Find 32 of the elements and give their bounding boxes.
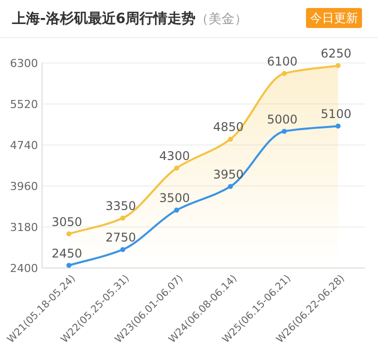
point [174,208,180,213]
data-label: 3500 [159,191,190,206]
point [336,124,341,129]
data-label: 3950 [213,168,244,182]
point [66,231,72,236]
point [282,71,287,76]
point [120,216,126,221]
point [228,136,233,142]
chart-subtitle: （美金） [196,11,248,27]
data-label: 2450 [52,246,82,260]
y-tick-label: 4740 [10,139,38,152]
point [336,63,341,68]
data-label: 5000 [266,112,298,126]
point [174,166,180,171]
y-tick-label: 3180 [10,221,38,234]
data-label: 3350 [105,199,136,214]
data-label: 6100 [266,54,298,69]
data-label: 3050 [52,214,82,229]
y-tick-label: 2400 [10,262,38,275]
text: 今日更新 [310,11,358,25]
data-label: 6250 [320,46,352,61]
y-tick-label: 6300 [10,57,38,70]
y-tick-label: 3960 [10,180,38,193]
data-label: 5100 [320,107,352,122]
data-label: 2750 [105,230,136,245]
point [120,247,126,252]
y-tick-label: 5520 [10,98,38,111]
point [228,184,233,190]
point [66,262,72,268]
data-label: 4300 [159,149,190,164]
point [282,128,287,134]
chart-title: 上海-洛杉矶最近6周行情走势 [11,10,196,27]
